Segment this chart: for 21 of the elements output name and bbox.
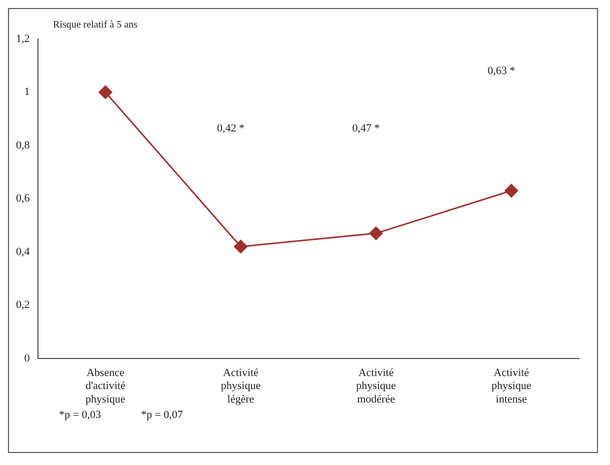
y-tick-label: 0,6 (16, 192, 30, 205)
y-tick-label: 0,2 (16, 299, 30, 312)
point (504, 184, 518, 198)
point (369, 226, 383, 240)
x-tick-label: Activité physique légère (220, 366, 261, 406)
annotation: 0,63 * (488, 64, 516, 77)
y-tick-label: 0 (24, 352, 30, 364)
x-tick-label: Activité physique intense (491, 366, 532, 406)
text: *p = 0,07 (140, 409, 183, 421)
y-tick-label: 0,8 (16, 139, 30, 152)
x-tick-label: Absence d'activité physique (85, 366, 126, 406)
annotation: 0,42 * (216, 122, 244, 134)
point (234, 240, 248, 254)
point (98, 85, 112, 99)
annotation: 0,47 * (352, 122, 380, 134)
x-tick-label: Activité physique modérée (356, 366, 396, 406)
y-tick-label: 1 (24, 86, 30, 98)
text: *p = 0,03 (59, 409, 101, 421)
y-tick-label: 1,2 (16, 32, 30, 45)
y-tick-label: 0,4 (16, 246, 30, 258)
y-axis-title: Risque relatif à 5 ans (53, 20, 138, 31)
